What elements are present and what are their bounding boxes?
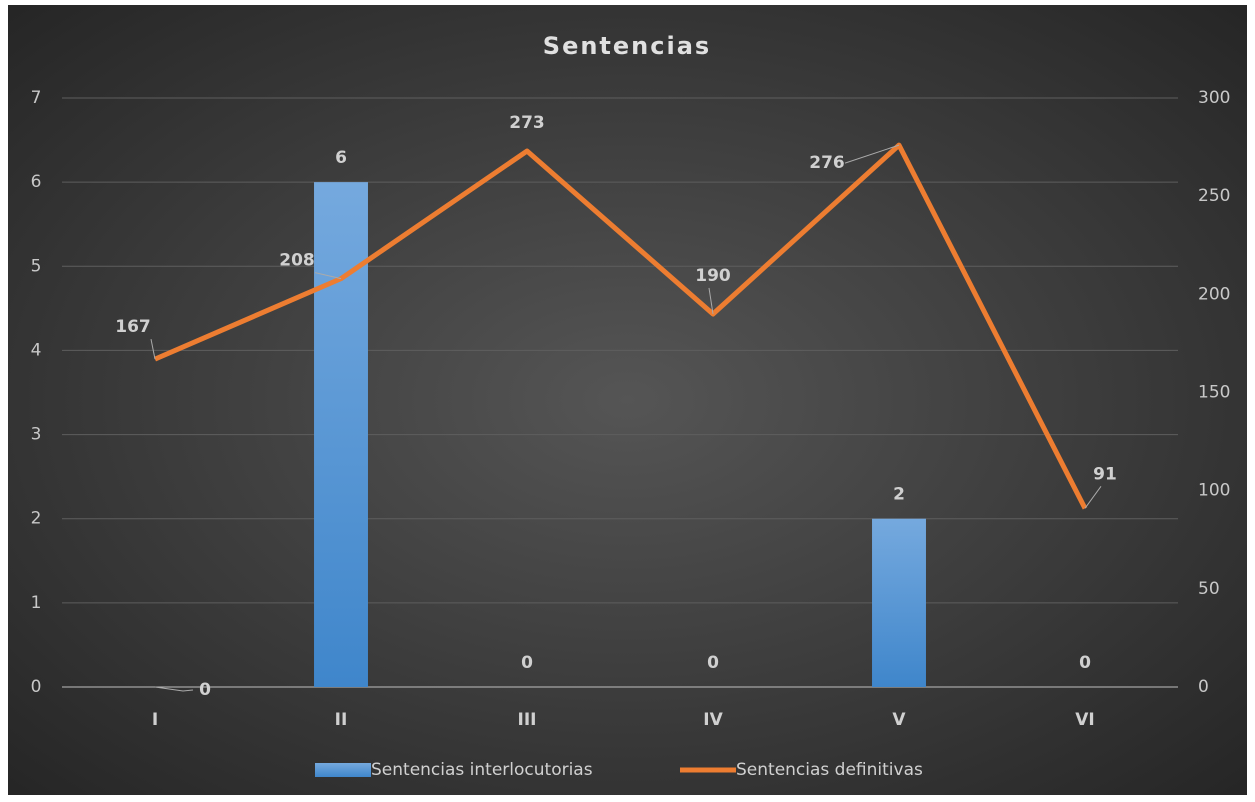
y2-tick-label: 300	[1198, 88, 1230, 108]
x-tick-label: VI	[1075, 710, 1094, 730]
x-tick-label: I	[152, 710, 158, 730]
chart-title: Sentencias	[543, 32, 711, 60]
y-tick-label: 7	[31, 88, 42, 108]
data-label: 0	[199, 680, 211, 700]
leader-line	[844, 144, 900, 164]
y2-tick-label: 250	[1198, 186, 1230, 206]
y2-tick-label: 50	[1198, 579, 1220, 599]
x-tick-label: V	[892, 710, 906, 730]
y2-tick-label: 150	[1198, 383, 1230, 403]
legend-swatch	[315, 763, 371, 777]
y-tick-label: 0	[31, 677, 42, 697]
leader-line	[1084, 486, 1102, 509]
data-label: 6	[335, 148, 347, 168]
data-label: 0	[1079, 653, 1091, 673]
x-tick-label: IV	[703, 710, 723, 730]
leader-line	[708, 287, 714, 315]
y-tick-label: 4	[31, 340, 42, 360]
y2-tick-label: 200	[1198, 284, 1230, 304]
y-tick-label: 3	[31, 425, 42, 445]
x-tick-label: II	[335, 710, 348, 730]
x-tick-label: III	[518, 710, 537, 730]
y-tick-label: 6	[31, 172, 42, 192]
data-label: 0	[521, 653, 533, 673]
bar	[872, 518, 926, 687]
leader-line	[150, 339, 156, 360]
leader-line	[154, 686, 194, 692]
line	[154, 142, 1088, 510]
data-label: 276	[809, 153, 845, 173]
data-label: 273	[509, 113, 545, 133]
data-label: 91	[1093, 464, 1117, 484]
bar	[314, 182, 368, 687]
legend-label: Sentencias definitivas	[736, 760, 923, 780]
legend-label: Sentencias interlocutorias	[371, 760, 593, 780]
y2-tick-label: 100	[1198, 481, 1230, 501]
data-label: 167	[115, 317, 151, 337]
y2-tick-label: 0	[1198, 677, 1209, 697]
data-label: 208	[279, 251, 315, 271]
chart-background	[8, 5, 1247, 795]
data-label: 0	[707, 653, 719, 673]
leader-line	[314, 272, 342, 280]
y-tick-label: 2	[31, 509, 42, 529]
y-tick-label: 1	[31, 593, 42, 613]
y-tick-label: 5	[31, 256, 42, 276]
data-label: 2	[893, 485, 905, 505]
data-label: 190	[695, 266, 731, 286]
